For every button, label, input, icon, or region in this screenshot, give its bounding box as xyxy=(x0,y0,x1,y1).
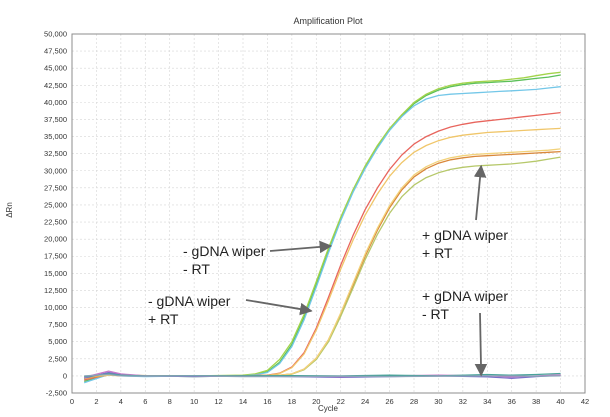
annotation-text: - RT xyxy=(422,306,449,322)
y-tick-label: 25,000 xyxy=(44,200,67,209)
y-tick-label: 15,000 xyxy=(44,269,67,278)
y-tick-label: 30,000 xyxy=(44,166,67,175)
y-tick-label: 50,000 xyxy=(44,30,67,39)
annotation-text: + gDNA wiper xyxy=(422,227,508,243)
y-tick-label: -2,500 xyxy=(46,389,67,398)
x-axis-label: Cycle xyxy=(318,404,339,413)
y-tick-label: 47,500 xyxy=(44,47,67,56)
x-tick-label: 0 xyxy=(70,397,74,406)
x-tick-label: 36 xyxy=(508,397,516,406)
y-tick-label: 12,500 xyxy=(44,286,67,295)
x-tick-label: 8 xyxy=(168,397,172,406)
y-tick-label: 0 xyxy=(63,371,67,380)
y-tick-label: 27,500 xyxy=(44,183,67,192)
y-tick-label: 40,000 xyxy=(44,98,67,107)
x-tick-label: 14 xyxy=(239,397,247,406)
annotation-2: - gDNA wiper + RT xyxy=(148,293,313,327)
x-tick-label: 12 xyxy=(214,397,222,406)
annotation-text: - gDNA wiper xyxy=(183,243,266,259)
y-tick-label: 5,000 xyxy=(48,337,67,346)
y-tick-label: 17,500 xyxy=(44,252,67,261)
annotation-text: + gDNA wiper xyxy=(422,288,508,304)
x-tick-label: 42 xyxy=(581,397,589,406)
x-tick-label: 16 xyxy=(263,397,271,406)
x-tick-label: 30 xyxy=(434,397,442,406)
x-tick-label: 32 xyxy=(459,397,467,406)
annotation-1: - gDNA wiper - RT xyxy=(183,240,333,277)
annotation-text: - RT xyxy=(183,261,210,277)
chart-title: Amplification Plot xyxy=(293,16,363,26)
annotation-3: + gDNA wiper + RT xyxy=(422,164,508,261)
annotation-arrow xyxy=(473,164,487,221)
annotation-4: + gDNA wiper - RT xyxy=(422,288,508,377)
y-tick-label: 20,000 xyxy=(44,235,67,244)
y-tick-label: 2,500 xyxy=(48,354,67,363)
gridlines xyxy=(71,33,586,394)
y-tick-label: 10,000 xyxy=(44,303,67,312)
annotations: - gDNA wiper- RT- gDNA wiper+ RT+ gDNA w… xyxy=(148,164,508,377)
x-tick-label: 28 xyxy=(410,397,418,406)
x-tick-label: 4 xyxy=(119,397,123,406)
y-tick-label: 45,000 xyxy=(44,64,67,73)
y-axis-label: ΔRn xyxy=(5,202,14,218)
y-tick-label: 32,500 xyxy=(44,149,67,158)
x-tick-label: 20 xyxy=(312,397,320,406)
annotation-arrow xyxy=(474,312,488,377)
series-line-12 xyxy=(84,373,561,378)
x-tick-label: 26 xyxy=(385,397,393,406)
x-tick-label: 6 xyxy=(143,397,147,406)
y-tick-label: 35,000 xyxy=(44,132,67,141)
annotation-arrow xyxy=(269,240,333,254)
annotation-text: - gDNA wiper xyxy=(148,293,231,309)
x-tick-label: 38 xyxy=(532,397,540,406)
series-lines xyxy=(83,71,561,384)
x-tick-label: 34 xyxy=(483,397,491,406)
y-tick-label: 22,500 xyxy=(44,218,67,227)
x-tick-label: 2 xyxy=(94,397,98,406)
x-tick-label: 40 xyxy=(556,397,564,406)
annotation-arrow xyxy=(245,299,313,316)
x-tick-label: 24 xyxy=(361,397,369,406)
x-tick-label: 22 xyxy=(337,397,345,406)
annotation-text: + RT xyxy=(422,245,453,261)
x-tick-label: 18 xyxy=(288,397,296,406)
tick-labels: 0 2 4 6 8 10 12 14 16 18 20 22 24 26 28 30 32 34 36 38 40 42-… xyxy=(44,30,589,407)
y-tick-label: 42,500 xyxy=(44,81,67,90)
annotation-text: + RT xyxy=(148,311,179,327)
x-tick-label: 10 xyxy=(190,397,198,406)
y-tick-label: 37,500 xyxy=(44,115,67,124)
plot-frame xyxy=(71,33,586,394)
y-tick-label: 7,500 xyxy=(48,320,67,329)
